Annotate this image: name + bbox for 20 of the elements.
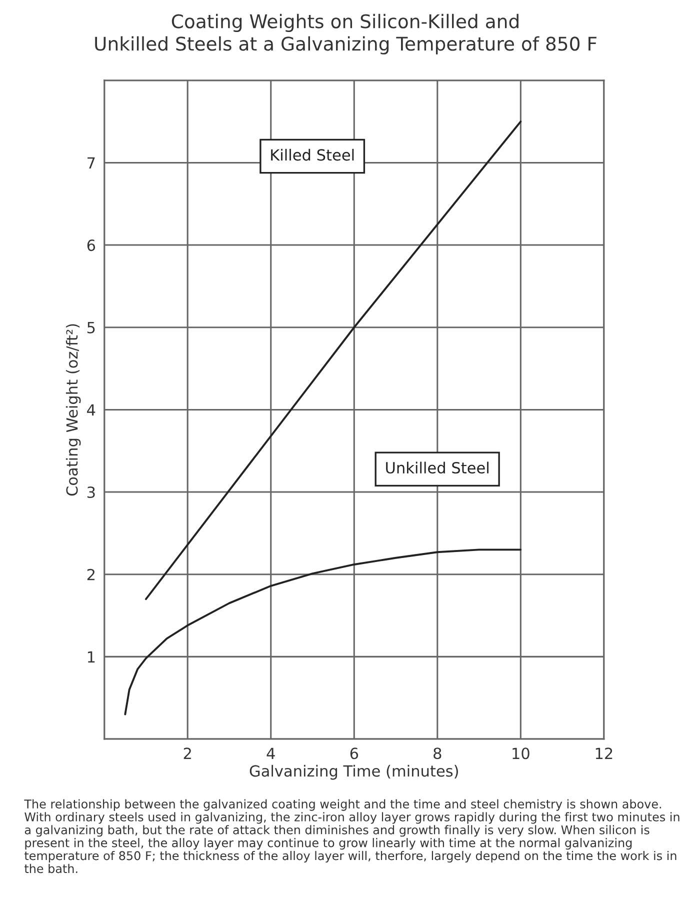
x-tick-label: 8	[434, 748, 442, 760]
y-tick-label: 7	[88, 157, 95, 169]
y-tick-label: 4	[87, 404, 96, 416]
x-axis-title: Galvanizing Time (minutes)	[250, 764, 458, 780]
text: The relationship between the galvanized coating weight and the time and steel chemistry is shown above. With ordinary steels used in galvanizing, the zinc-iron alloy layer grows rapidly during the first two minutes in a galvanizing bath, but the rate of attack then diminishes and growth finally is very slow. When silicon is present in the steel, the alloy layer may continue to grow linearly with time at the normal galvanizing temperature of 850 F; the thickness of the alloy layer will, therfore, largely depend on the time the work is in the bath.	[24, 799, 680, 874]
y-tick-label: 5	[87, 322, 95, 334]
text: Killed Steel	[271, 148, 354, 161]
x-tick-label: 12	[596, 748, 612, 759]
chart-title: Coating Weights on Silicon-Killed and Unkilled Steels at a Galvanizing Temperature of 850 F	[95, 14, 596, 54]
x-tick-label: 6	[350, 748, 358, 760]
x-tick-label: 10	[512, 748, 530, 760]
x-tick-label: 2	[184, 748, 191, 759]
text: Unkilled Steel	[386, 462, 488, 474]
y-tick-label: 2	[87, 568, 94, 580]
y-axis-title: Coating Weight (oz/ft²)	[66, 324, 81, 496]
y-tick-label: 3	[87, 486, 95, 498]
x-tick-label: 4	[266, 748, 275, 759]
y-tick-label: 6	[87, 240, 96, 252]
line-series	[124, 548, 522, 716]
y-tick-label: 1	[88, 651, 95, 662]
